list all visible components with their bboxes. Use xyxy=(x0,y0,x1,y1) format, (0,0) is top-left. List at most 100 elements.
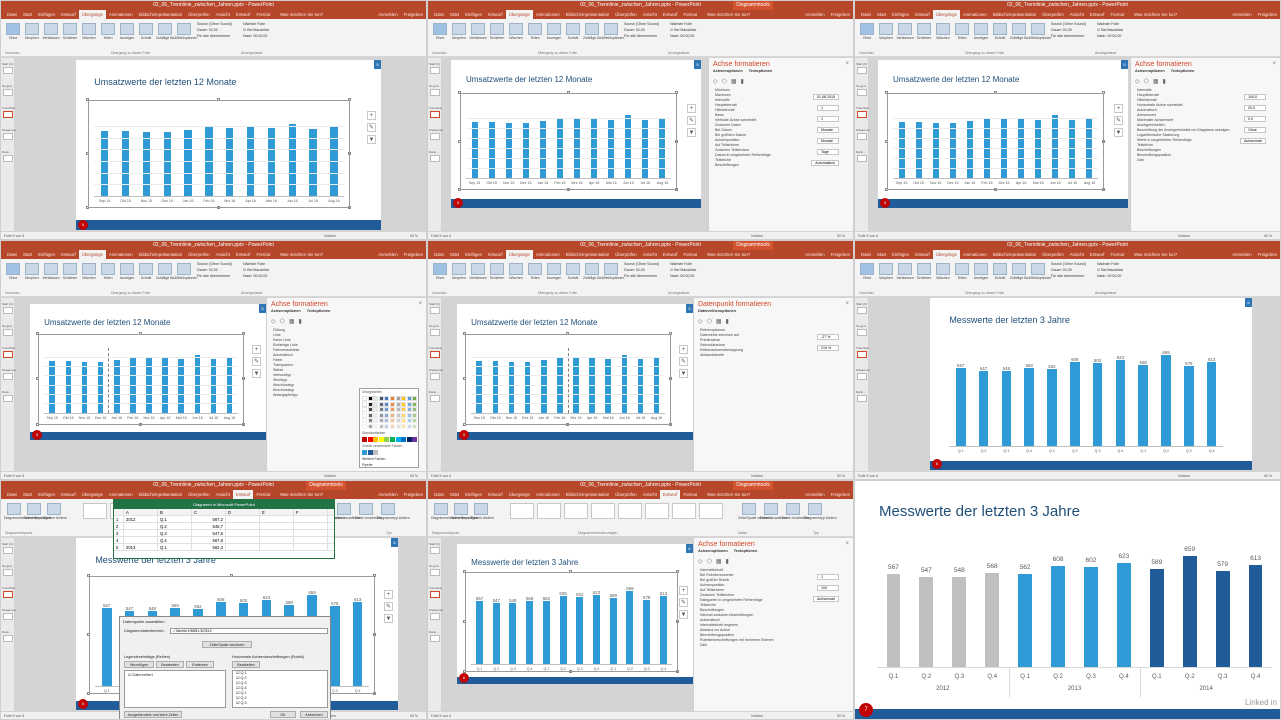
section-label[interactable]: Dann... xyxy=(2,630,12,634)
timing-option[interactable]: Dauer: 02,00 xyxy=(624,268,645,272)
slide-thumbnail[interactable] xyxy=(3,373,13,380)
chart-bar[interactable] xyxy=(184,130,192,196)
color-swatch[interactable] xyxy=(362,437,367,442)
excel-cell[interactable]: Q.4 xyxy=(158,537,192,543)
chart-bar[interactable] xyxy=(1069,120,1076,179)
chart-bar[interactable] xyxy=(625,115,632,179)
ribbon-button[interactable]: Daten bearbeiten xyxy=(782,503,809,523)
share-button[interactable]: Freigeben xyxy=(1257,12,1277,17)
chart-bar[interactable] xyxy=(540,360,547,413)
format-value-field[interactable]: Automatisch xyxy=(811,160,839,166)
ribbon-button[interactable]: Ohne xyxy=(431,23,449,43)
ribbon-tab[interactable]: Start xyxy=(450,492,460,497)
chart-bar[interactable] xyxy=(985,573,1000,667)
ribbon-button[interactable]: Morphen xyxy=(450,263,468,283)
ribbon-button[interactable]: Morphen xyxy=(450,23,468,43)
excel-column-header[interactable]: A xyxy=(124,509,158,515)
ribbon-tab[interactable]: Animationen xyxy=(535,12,560,17)
ribbon-button[interactable]: Anzeigen xyxy=(972,23,990,43)
slide-thumbnail[interactable] xyxy=(3,395,13,402)
ribbon-tab[interactable]: Einfügen xyxy=(465,12,483,17)
ribbon-button[interactable]: Ohne xyxy=(4,263,22,283)
excel-cell[interactable]: 546,7 xyxy=(192,523,226,529)
format-option[interactable]: Farbverlaufslinie xyxy=(273,347,300,352)
color-swatch[interactable] xyxy=(367,418,373,424)
ok-button[interactable]: OK xyxy=(270,711,296,718)
excel-cell[interactable] xyxy=(124,523,158,529)
color-swatch[interactable] xyxy=(406,418,412,424)
chart-styles-icon[interactable]: ✎ xyxy=(252,356,261,366)
tell-me-search[interactable]: Was möchten Sie tun? xyxy=(707,252,751,257)
color-swatch[interactable] xyxy=(367,450,373,455)
effects-icon[interactable]: ⬠ xyxy=(279,319,285,325)
format-option[interactable]: Linie xyxy=(273,332,281,337)
color-swatch[interactable] xyxy=(390,418,395,424)
format-option[interactable]: Auf Teilstrichen xyxy=(715,142,740,147)
timing-option[interactable]: Für alle übernehmen xyxy=(197,274,231,278)
ribbon-tab[interactable]: Überprüfen xyxy=(188,12,210,17)
excel-cell[interactable]: 5 xyxy=(114,544,124,550)
section-label[interactable]: Dann... xyxy=(2,390,12,394)
series-item[interactable]: ☑ Datenreihe1 xyxy=(128,673,154,677)
format-option[interactable]: Hilfsintervall xyxy=(1137,97,1157,102)
fill-line-icon[interactable]: ◇ xyxy=(698,559,703,565)
ribbon-tab[interactable]: Entwurf xyxy=(659,490,681,499)
chart-styles-icon[interactable]: ✎ xyxy=(1114,116,1123,126)
color-swatch[interactable] xyxy=(362,418,367,424)
timing-option[interactable]: Für alle übernehmen xyxy=(624,274,658,278)
format-option[interactable]: Intervalle xyxy=(715,97,730,102)
format-option[interactable]: Stärke xyxy=(273,367,284,372)
ribbon-tab[interactable]: Datei xyxy=(434,252,445,257)
format-option[interactable]: Werte in umgekehrter Reihenfolge xyxy=(1137,137,1192,142)
effects-icon[interactable]: ⬠ xyxy=(706,319,712,325)
section-label[interactable]: So geh... xyxy=(2,564,15,568)
format-option[interactable]: Sekundärachse xyxy=(700,342,725,347)
ribbon-button[interactable]: Wischen xyxy=(934,263,952,283)
format-value-field[interactable]: Achsennah xyxy=(813,596,839,602)
chart-bar[interactable] xyxy=(576,596,584,665)
ribbon-button[interactable]: Zufällige Ba... xyxy=(1010,263,1031,283)
format-value-field[interactable]: 1 xyxy=(817,574,839,580)
color-swatch[interactable] xyxy=(412,407,418,413)
ribbon-button[interactable]: Ohne xyxy=(858,263,876,283)
ribbon-button[interactable]: Daten bearbeiten xyxy=(355,503,382,523)
ribbon-tab[interactable]: Einfügen xyxy=(465,252,483,257)
ribbon-tab[interactable]: Format xyxy=(1110,252,1125,257)
ribbon-tab[interactable]: Ansicht xyxy=(642,492,657,497)
ribbon-button[interactable]: Morphen xyxy=(23,23,41,43)
format-value-field[interactable]: Monate xyxy=(817,138,839,144)
more-colors-link[interactable]: Weitere Farben... xyxy=(362,457,389,461)
section-label[interactable]: So geh... xyxy=(2,324,15,328)
slide-thumbnail[interactable] xyxy=(3,547,13,554)
timing-option[interactable]: Für alle übernehmen xyxy=(1051,34,1085,38)
color-swatch[interactable] xyxy=(406,396,412,401)
format-option[interactable]: Automatisch xyxy=(700,617,720,622)
ribbon-tab[interactable]: Übergänge xyxy=(81,492,103,497)
pane-close-icon[interactable]: × xyxy=(418,301,422,307)
ribbon-tab[interactable]: Übergänge xyxy=(932,250,960,259)
color-swatch[interactable] xyxy=(395,407,401,413)
chart-style-thumbnail[interactable] xyxy=(645,503,669,519)
chart-style-thumbnail[interactable] xyxy=(537,503,561,519)
chart-bar[interactable] xyxy=(309,128,317,196)
format-option[interactable]: Strichtyp xyxy=(273,377,287,382)
section-label[interactable]: Trennlinie xyxy=(2,346,16,350)
advance-option[interactable]: ☑ Bei Mausklick xyxy=(243,28,270,32)
format-option[interactable]: Füllung xyxy=(273,327,285,332)
slide-thumbnail[interactable] xyxy=(857,307,867,314)
chart-bar[interactable] xyxy=(919,577,934,667)
ribbon-tab[interactable]: Animationen xyxy=(108,12,133,17)
excel-column-header[interactable]: C xyxy=(192,509,226,515)
chart-filter-icon[interactable]: ▼ xyxy=(252,368,261,378)
section-label[interactable]: Zusammenfassung xyxy=(2,368,28,372)
chart-bar[interactable] xyxy=(966,121,973,179)
advance-option[interactable]: ☑ Bei Mausklick xyxy=(670,28,697,32)
chart-bar[interactable] xyxy=(626,590,634,665)
color-swatch[interactable] xyxy=(367,396,373,401)
ribbon-button[interactable]: Anzeigen xyxy=(545,23,563,43)
ribbon-button[interactable]: Anzeigen xyxy=(545,263,563,283)
timing-option[interactable]: Dauer: 02,00 xyxy=(1051,268,1072,272)
format-option[interactable]: Beschriftungen xyxy=(700,607,724,612)
resize-handle[interactable] xyxy=(885,91,888,95)
chart-bar[interactable] xyxy=(113,360,120,413)
